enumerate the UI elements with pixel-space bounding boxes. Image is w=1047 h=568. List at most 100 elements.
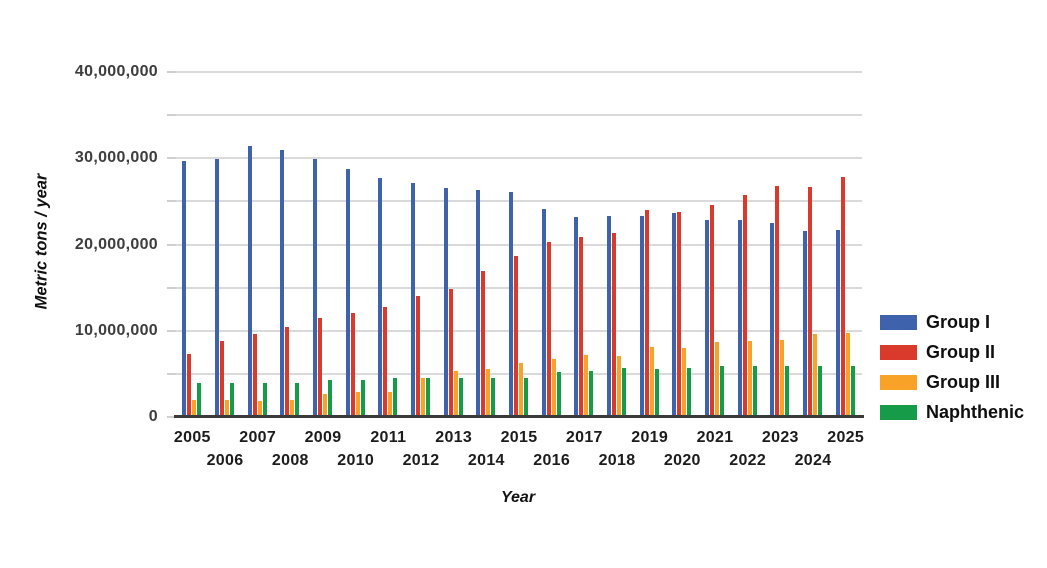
bar-group-iii-2022	[747, 341, 752, 417]
bar-group-i-2023	[770, 222, 775, 417]
bar-naphthenic-2022	[752, 366, 757, 417]
legend-label: Group I	[926, 312, 990, 332]
bar-group-i-2005	[182, 160, 187, 417]
x-axis-label-2014: 2014	[467, 452, 505, 469]
bar-naphthenic-2019	[654, 368, 659, 417]
bar-group-i-2020	[672, 213, 677, 417]
x-axis-label-2018: 2018	[598, 452, 636, 469]
y-axis-tick	[167, 114, 176, 117]
y-axis-tick-label: 20,000,000	[74, 235, 158, 253]
bar-group-i-2008	[280, 149, 285, 417]
bar-group-ii-2008	[285, 327, 290, 417]
bar-naphthenic-2017	[589, 371, 594, 417]
y-axis-tick-label: 40,000,000	[74, 63, 158, 80]
x-axis-label-2017: 2017	[565, 429, 603, 446]
bar-group-i-2015	[509, 191, 513, 417]
bar-group-iii-2024	[813, 334, 817, 417]
bar-group-ii-2023	[775, 185, 780, 417]
bar-group-ii-2022	[742, 195, 747, 417]
gridline	[176, 114, 862, 117]
bar-naphthenic-2006	[230, 382, 234, 417]
bar-naphthenic-2011	[393, 378, 398, 417]
bar-naphthenic-2023	[785, 366, 790, 417]
x-axis-label-2022: 2022	[729, 452, 767, 469]
bar-group-ii-2013	[448, 288, 453, 417]
bar-group-iii-2014	[486, 368, 491, 417]
x-axis-label-2019: 2019	[631, 429, 669, 446]
bar-group-i-2018	[607, 216, 611, 417]
x-axis-label-2006: 2006	[206, 452, 244, 469]
y-axis-tick	[167, 243, 176, 246]
chart-plot-area	[176, 71, 862, 417]
y-axis-tick	[167, 416, 176, 418]
bar-group-i-2017	[574, 216, 579, 417]
bar-naphthenic-2025	[850, 366, 855, 417]
x-axis-label-2009: 2009	[304, 429, 342, 446]
bar-group-ii-2020	[677, 211, 682, 417]
x-axis-label-2015: 2015	[500, 429, 538, 446]
bar-group-i-2025	[835, 229, 840, 417]
legend-swatch-icon	[880, 375, 917, 390]
bar-naphthenic-2010	[360, 379, 365, 417]
bar-group-iii-2007	[257, 400, 262, 417]
bar-group-iii-2005	[192, 399, 197, 417]
x-axis-label-2025: 2025	[827, 429, 865, 446]
x-axis-label-2023: 2023	[761, 429, 799, 446]
bar-group-iii-2009	[323, 393, 327, 417]
bar-naphthenic-2020	[687, 367, 692, 417]
bar-group-iii-2008	[290, 399, 295, 417]
x-axis-label-2021: 2021	[696, 429, 734, 446]
x-axis-label-2012: 2012	[402, 452, 440, 469]
bar-group-i-2014	[476, 190, 481, 417]
bar-group-iii-2023	[780, 340, 785, 417]
legend-swatch-icon	[880, 315, 917, 330]
bar-naphthenic-2012	[426, 378, 430, 417]
bar-group-ii-2010	[350, 312, 355, 417]
bar-naphthenic-2008	[295, 382, 300, 417]
y-axis-tick	[167, 157, 176, 160]
x-axis-label-2007: 2007	[239, 429, 277, 446]
gridline	[176, 286, 862, 289]
legend-label: Naphthenic	[926, 402, 1025, 422]
y-axis-tick	[167, 200, 176, 203]
bar-group-i-2022	[737, 220, 742, 417]
bar-group-iii-2021	[715, 341, 719, 417]
bar-group-ii-2007	[252, 334, 257, 417]
y-axis-tick	[167, 372, 176, 375]
y-axis-tick-label: 0	[148, 408, 158, 425]
bar-naphthenic-2007	[262, 382, 267, 417]
gridline	[176, 329, 862, 332]
bar-group-ii-2012	[416, 296, 420, 417]
y-axis-tick	[167, 286, 176, 289]
gridline	[176, 243, 862, 246]
bar-group-iii-2013	[453, 371, 458, 417]
bar-naphthenic-2009	[328, 379, 332, 417]
y-axis-tick	[167, 71, 176, 73]
bar-group-iii-2016	[551, 359, 556, 417]
bar-naphthenic-2021	[720, 366, 724, 417]
x-axis-label-2008: 2008	[271, 452, 309, 469]
x-axis-label-2016: 2016	[533, 452, 571, 469]
bar-group-iii-2025	[845, 333, 850, 417]
bar-group-ii-2025	[840, 177, 845, 417]
x-axis-label-2010: 2010	[337, 452, 375, 469]
bar-group-ii-2017	[579, 236, 584, 417]
bar-group-ii-2018	[612, 233, 616, 417]
bar-group-iii-2019	[649, 347, 654, 417]
x-axis-label-2011: 2011	[370, 429, 407, 446]
bar-naphthenic-2005	[197, 382, 202, 417]
bar-group-i-2019	[639, 216, 644, 417]
bar-group-i-2011	[378, 178, 383, 417]
bar-group-iii-2015	[519, 362, 523, 417]
y-axis-tick-label: 10,000,000	[74, 321, 158, 339]
x-axis-line	[174, 415, 864, 418]
legend-label: Group II	[926, 342, 995, 362]
bar-group-ii-2016	[546, 241, 551, 417]
bar-group-iii-2012	[421, 378, 425, 417]
bar-group-ii-2021	[710, 204, 714, 417]
bar-group-i-2021	[705, 219, 709, 417]
bar-group-ii-2019	[644, 210, 649, 417]
bar-group-ii-2005	[187, 354, 192, 417]
legend-swatch-icon	[880, 345, 917, 360]
